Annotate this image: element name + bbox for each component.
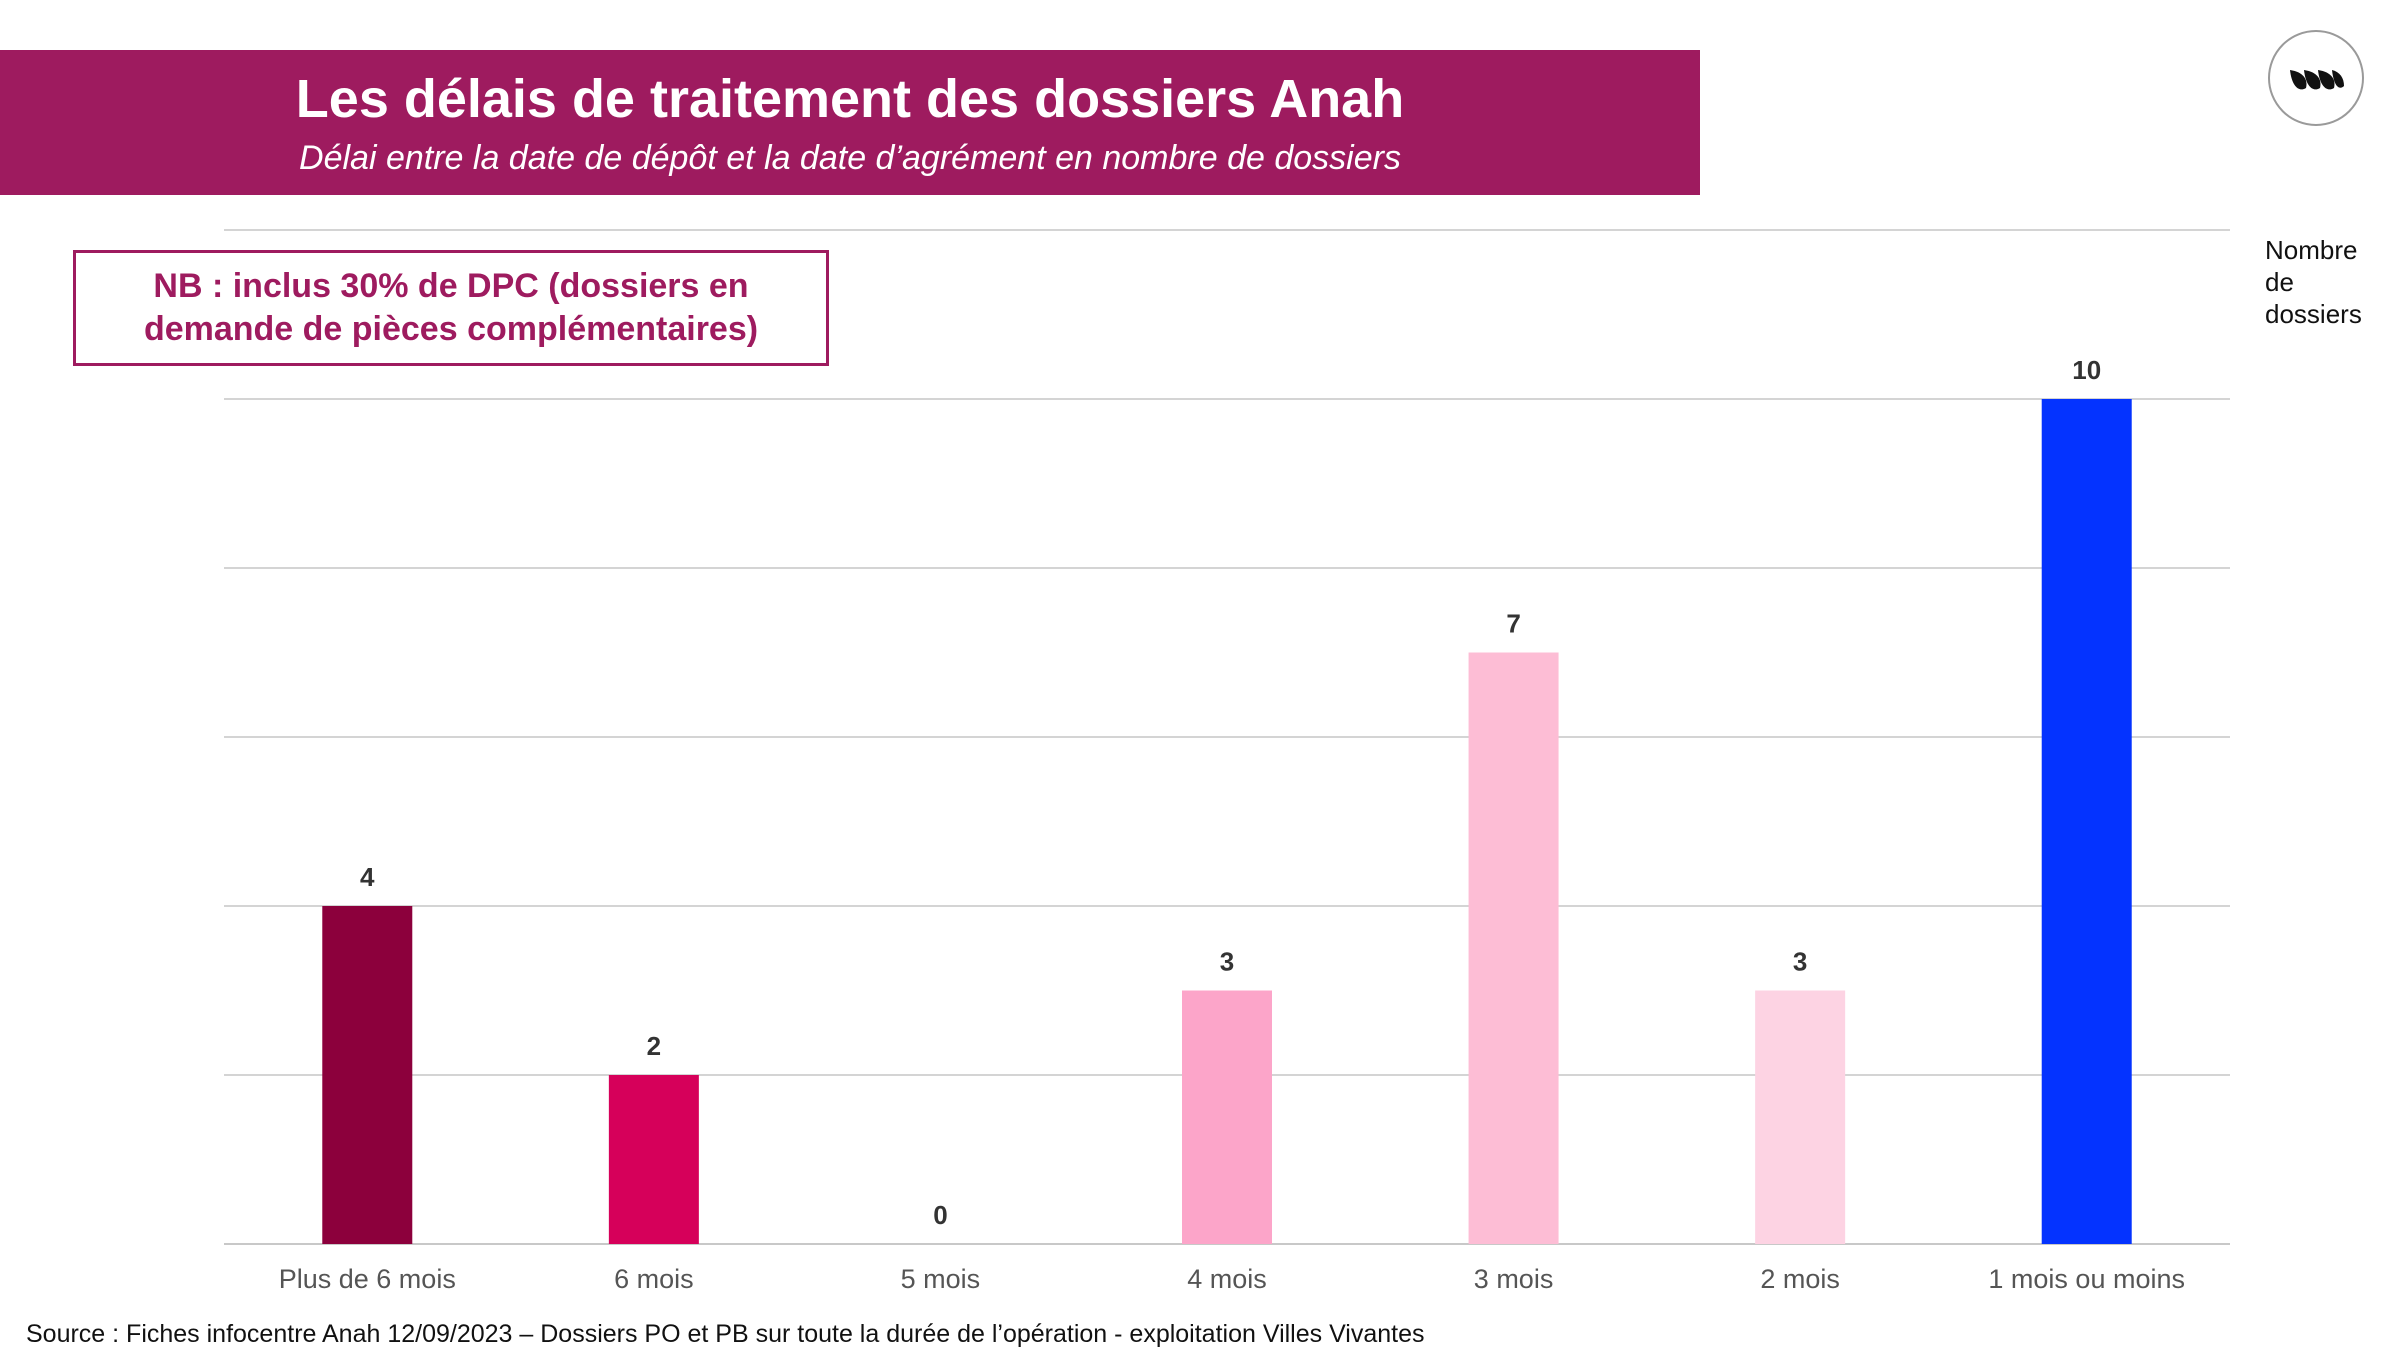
note-box: NB : inclus 30% de DPC (dossiers en dema…	[73, 250, 829, 366]
title-banner: Les délais de traitement des dossiers An…	[0, 50, 1700, 195]
data-label: 3	[1220, 947, 1234, 977]
data-label: 7	[1506, 609, 1520, 639]
bar	[1468, 652, 1559, 1244]
bar	[1182, 990, 1272, 1244]
x-tick-label: 1 mois ou moins	[1988, 1264, 2185, 1294]
bar	[2041, 399, 2132, 1244]
x-tick-label: 5 mois	[901, 1264, 981, 1294]
note-line-1: NB : inclus 30% de DPC (dossiers en	[153, 267, 749, 305]
x-tick-label: 3 mois	[1474, 1264, 1554, 1294]
source-note: Source : Fiches infocentre Anah 12/09/20…	[26, 1320, 1425, 1348]
y-axis-label: Nombre de dossiers	[2265, 234, 2395, 330]
data-label: 3	[1793, 947, 1807, 977]
data-labels: 4 2 0 3 7 3 10	[360, 355, 2101, 1230]
y-axis-label-line-1: Nombre	[2265, 235, 2358, 265]
bar	[608, 1075, 699, 1244]
data-label: 0	[933, 1200, 947, 1230]
data-label: 4	[360, 862, 375, 892]
grid-lines	[224, 229, 2230, 1245]
data-label: 10	[2072, 355, 2101, 385]
x-tick-label: Plus de 6 mois	[279, 1264, 456, 1294]
chart-subtitle: Délai entre la date de dépôt et la date …	[299, 139, 1401, 177]
data-label: 2	[647, 1031, 661, 1061]
x-tick-label: 4 mois	[1187, 1264, 1267, 1294]
note-line-2: demande de pièces complémentaires)	[143, 310, 759, 348]
x-tick-label: 2 mois	[1760, 1264, 1840, 1294]
y-axis-label-line-3: dossiers	[2265, 299, 2362, 329]
bar	[1755, 990, 1846, 1244]
y-axis-label-line-2: de	[2265, 267, 2294, 297]
chart-title: Les délais de traitement des dossiers An…	[295, 69, 1405, 129]
bars	[322, 399, 2132, 1244]
x-tick-label: 6 mois	[614, 1264, 694, 1294]
bar	[322, 906, 413, 1244]
x-tick-labels: Plus de 6 mois 6 mois 5 mois 4 mois 3 mois 2 …	[279, 1264, 2185, 1294]
villes-vivantes-logo-icon	[2268, 30, 2364, 126]
